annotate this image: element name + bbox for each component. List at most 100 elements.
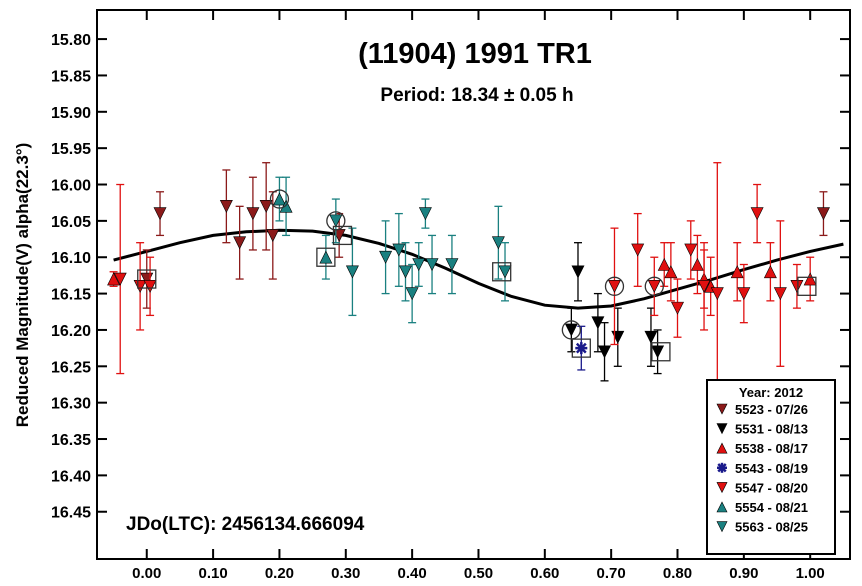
highlight-square (651, 342, 671, 362)
data-point (272, 192, 286, 206)
plot-frame (96, 9, 851, 560)
data-point (564, 323, 578, 337)
y-tick-label: 16.05 (51, 214, 91, 231)
data-point (647, 280, 661, 293)
legend-marker (716, 521, 728, 533)
data-point (399, 265, 412, 279)
y-tick-label: 16.10 (51, 250, 91, 267)
x-tick-label: 0.50 (464, 565, 493, 582)
y-tick-label: 16.15 (51, 287, 91, 304)
highlight-square (316, 247, 336, 267)
highlight-circle (326, 211, 346, 231)
y-tick-label: 15.90 (51, 105, 91, 122)
data-point (664, 265, 678, 279)
highlight-circle (604, 276, 625, 296)
legend-title: Year: 2012 (739, 385, 803, 400)
data-point (246, 207, 260, 221)
chart-subtitle: Period: 18.34 ± 0.05 h (380, 85, 573, 106)
highlight-square (797, 276, 817, 296)
data-point (329, 214, 343, 228)
legend-label: 5531 - 08/13 (735, 422, 808, 437)
x-tick-label: 0.70 (597, 565, 626, 582)
y-tick-label: 15.95 (51, 141, 91, 158)
legend-marker-stroke (717, 463, 727, 473)
data-point (737, 287, 751, 301)
legend-label: 5523 - 07/26 (735, 402, 808, 417)
legend-label: 5563 - 08/25 (735, 520, 808, 535)
y-axis-label: Reduced Magnitude(V) alpha(22.3°) (13, 143, 32, 428)
x-tick-label: 0.00 (132, 565, 161, 582)
data-point (143, 280, 157, 293)
x-tick-label: 0.20 (265, 565, 294, 582)
x-tick-label: 0.30 (331, 565, 360, 582)
data-point (690, 257, 704, 271)
data-point (219, 200, 233, 214)
data-point (153, 207, 167, 221)
chart-title: (11904) 1991 TR1 (358, 38, 592, 70)
data-point (405, 287, 419, 301)
data-point (684, 243, 698, 257)
data-point (266, 229, 280, 243)
y-tick-label: 15.85 (51, 68, 91, 85)
data-point (697, 280, 711, 293)
y-tick-label: 16.00 (51, 178, 91, 195)
data-point (657, 257, 671, 271)
legend-marker (716, 403, 728, 415)
data-point (631, 243, 645, 257)
x-tick-label: 0.60 (530, 565, 559, 582)
legend: Year: 2012 5523 - 07/26 5531 - 08/13 5538 … (706, 379, 836, 555)
data-point (790, 280, 804, 293)
x-tick-label: 0.90 (729, 565, 758, 582)
data-point (345, 265, 359, 279)
x-tick-label: 1.00 (796, 565, 825, 582)
y-tick-label: 16.25 (51, 359, 91, 376)
data-point (259, 200, 273, 214)
data-point (392, 243, 406, 257)
data-point (816, 207, 830, 221)
legend-label: 5547 - 08/20 (735, 480, 808, 495)
highlight-circle (561, 320, 582, 340)
data-point (598, 345, 612, 359)
highlight-markers (137, 189, 817, 362)
data-point (575, 342, 588, 355)
highlight-circle (269, 189, 290, 209)
legend-items: 5523 - 07/26 5531 - 08/13 5538 - 08/17 5543… (716, 402, 808, 535)
highlight-square (492, 262, 512, 282)
legend-label: 5538 - 08/17 (735, 441, 808, 456)
y-tick-label: 16.40 (51, 468, 91, 485)
data-point (379, 250, 393, 264)
legend-marker (716, 482, 728, 494)
data-point (607, 280, 621, 293)
legend-marker (716, 501, 728, 513)
data-point (671, 301, 684, 315)
data-point (763, 265, 777, 279)
axes: 0.00 0.10 0.20 0.30 0.40 0.50 0.60 0.70 0.80 0.90… (51, 10, 850, 582)
y-tick-label: 16.20 (51, 323, 91, 340)
legend-marker (716, 423, 728, 435)
data-point (319, 250, 333, 264)
highlight-square (571, 338, 591, 358)
legend-marker (717, 462, 727, 473)
x-tick-label: 0.80 (663, 565, 692, 582)
data-point (611, 330, 625, 344)
legend-label: 5554 - 08/21 (735, 500, 808, 515)
data-point (113, 272, 127, 286)
data-point (750, 207, 764, 221)
y-tick-label: 16.30 (51, 396, 91, 413)
legend-label: 5543 - 08/19 (735, 461, 808, 476)
data-point (412, 258, 426, 272)
data-point (425, 258, 439, 272)
x-tick-label: 0.40 (398, 565, 427, 582)
x-tick-label: 0.10 (198, 565, 227, 582)
data-point (644, 330, 658, 344)
legend-marker (716, 442, 728, 454)
data-points (107, 162, 830, 426)
data-point (279, 199, 293, 213)
data-point (651, 345, 665, 359)
highlight-square (137, 269, 157, 289)
data-point (107, 272, 121, 286)
data-point (730, 265, 744, 279)
y-tick-label: 16.45 (51, 505, 91, 522)
y-tick-label: 16.35 (51, 432, 91, 449)
